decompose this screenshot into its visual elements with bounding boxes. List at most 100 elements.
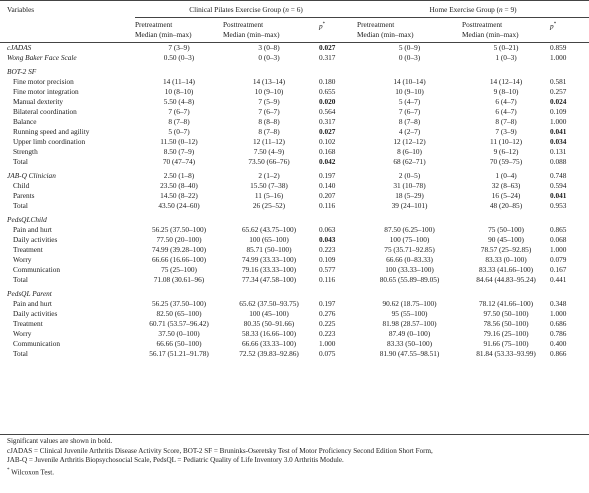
p-value-home-cell: 0.441 bbox=[550, 275, 567, 284]
pretreatment-pilates-cell: 8 (7–8) bbox=[168, 117, 190, 126]
p-value-home-cell: 1.000 bbox=[550, 309, 567, 318]
row-label: Balance bbox=[13, 117, 37, 126]
table-row: Bilateral coordination 7 (6–7) 7 (6–7) 0.56… bbox=[0, 107, 589, 117]
row-label: Total bbox=[13, 201, 28, 210]
posttreatment-home-cell: 32 (8–63) bbox=[491, 181, 521, 190]
pretreatment-home-cell: 95 (55–100) bbox=[391, 309, 428, 318]
table-row: Total 71.08 (30.61–96) 77.34 (47.58–100) 0.… bbox=[0, 275, 589, 285]
posttreatment-home-cell: 78.57 (25–92.85) bbox=[480, 245, 532, 254]
variables-header: Variables bbox=[0, 0, 135, 18]
pretreatment-home-cell: 100 (33.33–100) bbox=[385, 265, 434, 274]
row-label: Treatment bbox=[13, 245, 43, 254]
posttreatment-home-cell: 16 (5–24) bbox=[491, 191, 521, 200]
p-value-home-cell: 0.400 bbox=[550, 339, 567, 348]
posttreatment-home-cell: 14 (12–14) bbox=[489, 77, 523, 86]
posttreatment-home-cell: 78.12 (41.66–100) bbox=[478, 299, 534, 308]
row-label: Parents bbox=[13, 191, 35, 200]
posttreatment-home-cell: 6 (4–7) bbox=[495, 107, 517, 116]
section-heading-row: PedsQLChild bbox=[0, 215, 589, 225]
posttreatment-pilates-cell: 85.71 (50–100) bbox=[246, 245, 292, 254]
pretreatment-pilates-cell: 82.50 (65–100) bbox=[156, 309, 202, 318]
p-value-home-cell: 0.786 bbox=[550, 329, 567, 338]
posttreatment-home-cell: 83.33 (41.66–100) bbox=[478, 265, 534, 274]
table-row: Wong Baker Face Scale 0.50 (0–3) 0 (0–3) 0.… bbox=[0, 53, 589, 63]
row-label: Fine motor integration bbox=[13, 87, 79, 96]
pretreatment-home-cell: 12 (12–12) bbox=[393, 137, 426, 146]
pretreatment-pilates-cell: 14.50 (8–22) bbox=[160, 191, 198, 200]
posttreatment-home-cell: 83.33 (0–100) bbox=[485, 255, 527, 264]
p-value-home-cell: 0.024 bbox=[550, 97, 567, 106]
posttreatment-home-cell: 75 (50–100) bbox=[488, 225, 524, 234]
p-value-pilates-cell: 0.075 bbox=[319, 349, 336, 358]
pretreatment-pilates-cell: 77.50 (20–100) bbox=[156, 235, 202, 244]
pretreatment-pilates-cell: 0.50 (0–3) bbox=[163, 53, 195, 62]
pretreatment-pilates-cell: 71.08 (30.61–96) bbox=[153, 275, 205, 284]
pretreatment-pilates-cell: 74.99 (39.28–100) bbox=[151, 245, 207, 254]
p-value-pilates-cell: 0.317 bbox=[319, 117, 336, 126]
pretreatment-pilates-cell: 2.50 (1–8) bbox=[163, 171, 195, 180]
posttreatment-home-cell: 7 (3–9) bbox=[495, 127, 517, 136]
posttreatment-home-cell: 84.64 (44.83–95.24) bbox=[476, 275, 536, 284]
row-label: Communication bbox=[13, 265, 61, 274]
table-row: Pain and hurt 56.25 (37.50–100) 65.62 (37.… bbox=[0, 299, 589, 309]
pretreatment-pilates-cell: 66.66 (16.66–100) bbox=[151, 255, 207, 264]
p-value-home-cell: 0.079 bbox=[550, 255, 567, 264]
p-value-pilates-cell: 0.140 bbox=[319, 181, 336, 190]
pretreatment-pilates-cell: 11.50 (0–12) bbox=[160, 137, 198, 146]
pretreatment-home-cell: 2 (0–5) bbox=[398, 171, 421, 180]
p-value-pilates-cell: 0.564 bbox=[319, 107, 336, 116]
p-value-pilates-cell: 0.225 bbox=[319, 319, 336, 328]
pretreatment-pilates-cell: 56.25 (37.50–100) bbox=[151, 299, 207, 308]
p-value-pilates-cell: 0.168 bbox=[319, 147, 336, 156]
table-row: Daily activities 77.50 (20–100) 100 (65–10… bbox=[0, 235, 589, 245]
p-value-home-cell: 0.686 bbox=[550, 319, 567, 328]
section-heading: BOT-2 SF bbox=[7, 67, 37, 76]
table-row: Manual dexterity 5.50 (4–8) 7 (5–9) 0.020 5 … bbox=[0, 97, 589, 107]
pretreatment-pilates-cell: 10 (8–10) bbox=[164, 87, 194, 96]
posttreatment-pilates-cell: 7 (5–9) bbox=[258, 97, 280, 106]
note-significance: Significant values are shown in bold. bbox=[7, 437, 113, 445]
table-row: Daily activities 82.50 (65–100) 100 (45–10… bbox=[0, 309, 589, 319]
row-label: Daily activities bbox=[13, 235, 58, 244]
table-row: Worry 37.50 (0–100) 58.33 (16.66–100) 0.223… bbox=[0, 329, 589, 339]
p-value-home-cell: 1.000 bbox=[550, 53, 567, 62]
p-value-home-cell: 0.594 bbox=[550, 181, 567, 190]
pretreatment-pilates-cell: 23.50 (8–40) bbox=[160, 181, 198, 190]
table-row: Communication 66.66 (50–100) 66.66 (33.33–… bbox=[0, 339, 589, 349]
posttreatment-pilates-cell: 0 (0–3) bbox=[258, 53, 280, 62]
pretreatment-pilates-cell: 60.71 (53.57–96.42) bbox=[149, 319, 209, 328]
posttreatment-home-cell: 81.84 (53.33–93.99) bbox=[476, 349, 536, 358]
p-value-home-cell: 0.257 bbox=[550, 87, 567, 96]
posttreatment-pilates-cell: 65.62 (37.50–93.75) bbox=[239, 299, 299, 308]
p-value-pilates-cell: 0.577 bbox=[319, 265, 336, 274]
row-label: Bilateral coordination bbox=[13, 107, 77, 116]
p-value-pilates-cell: 0.063 bbox=[319, 225, 336, 234]
p-value-pilates-cell: 0.027 bbox=[319, 43, 336, 52]
table-row: JAB-Q Clinician 2.50 (1–8) 2 (1–2) 0.197 2 (… bbox=[0, 171, 589, 181]
section-heading: PedsQL Parent bbox=[7, 289, 52, 298]
table-notes: Significant values are shown in bold. cJ… bbox=[0, 437, 589, 478]
posttreatment-header-1: Posttreatment Median (min–max) bbox=[223, 18, 315, 43]
posttreatment-pilates-cell: 15.50 (7–38) bbox=[250, 181, 288, 190]
table-row: Communication 75 (25–100) 79.16 (33.33–100… bbox=[0, 265, 589, 275]
p-value-home-cell: 0.041 bbox=[550, 127, 567, 136]
row-label: JAB-Q Clinician bbox=[7, 171, 56, 180]
row-label: Child bbox=[13, 181, 30, 190]
table-row: Total 56.17 (51.21–91.78) 72.52 (39.83–92.… bbox=[0, 349, 589, 359]
row-label: Pain and hurt bbox=[13, 299, 52, 308]
posttreatment-home-cell: 79.16 (25–100) bbox=[483, 329, 529, 338]
pretreatment-home-cell: 100 (75–100) bbox=[389, 235, 430, 244]
row-label: Communication bbox=[13, 339, 61, 348]
pretreatment-home-cell: 81.90 (47.55–98.51) bbox=[379, 349, 440, 358]
posttreatment-pilates-cell: 2 (1–2) bbox=[258, 171, 280, 180]
table-row: Running speed and agility 5 (0–7) 8 (7–8) 0… bbox=[0, 127, 589, 137]
posttreatment-home-cell: 5 (0–21) bbox=[493, 43, 519, 52]
pretreatment-home-cell: 0 (0–3) bbox=[398, 53, 421, 62]
p-value-home-cell: 0.865 bbox=[550, 225, 567, 234]
p-value-pilates-cell: 0.043 bbox=[319, 235, 336, 244]
row-label: Upper limb coordination bbox=[13, 137, 86, 146]
pretreatment-header-2: Pretreatment Median (min–max) bbox=[357, 18, 463, 43]
p-value-pilates-cell: 0.317 bbox=[319, 53, 336, 62]
pretreatment-home-cell: 7 (6–7) bbox=[398, 107, 421, 116]
posttreatment-pilates-cell: 8 (7–8) bbox=[258, 127, 280, 136]
